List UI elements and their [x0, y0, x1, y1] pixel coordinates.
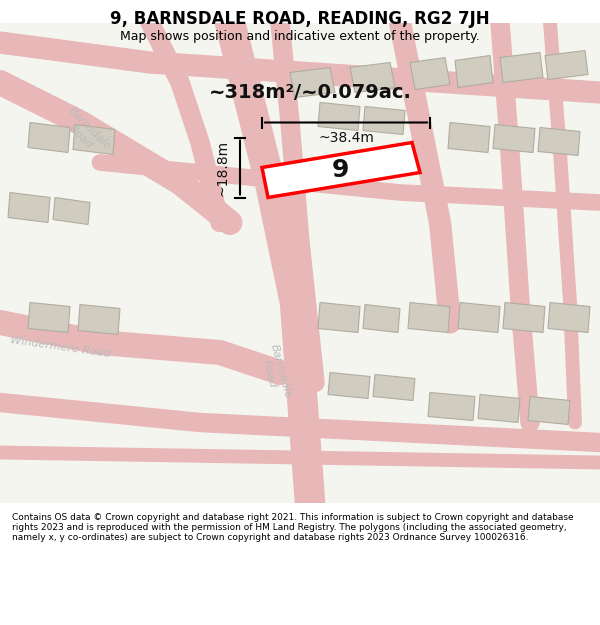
Polygon shape — [28, 122, 70, 152]
Polygon shape — [478, 394, 520, 422]
Text: Map shows position and indicative extent of the property.: Map shows position and indicative extent… — [120, 31, 480, 44]
Polygon shape — [53, 198, 90, 224]
Polygon shape — [410, 58, 450, 89]
Text: Windermere Road: Windermere Road — [9, 336, 111, 359]
Polygon shape — [28, 302, 70, 332]
Text: ~318m²/~0.079ac.: ~318m²/~0.079ac. — [209, 83, 412, 102]
Polygon shape — [8, 192, 50, 222]
Text: Barnsdale
Road: Barnsdale Road — [58, 105, 112, 160]
Polygon shape — [373, 374, 415, 401]
Text: 9: 9 — [332, 158, 349, 182]
Polygon shape — [548, 302, 590, 332]
Polygon shape — [458, 302, 500, 332]
Text: ~38.4m: ~38.4m — [318, 131, 374, 144]
Polygon shape — [363, 106, 405, 134]
Text: Contains OS data © Crown copyright and database right 2021. This information is : Contains OS data © Crown copyright and d… — [12, 512, 574, 542]
Polygon shape — [318, 302, 360, 332]
Polygon shape — [363, 304, 400, 332]
Polygon shape — [448, 122, 490, 152]
Polygon shape — [528, 396, 570, 424]
Polygon shape — [350, 62, 395, 92]
Text: Barnsdale
Road: Barnsdale Road — [257, 342, 293, 402]
Polygon shape — [328, 372, 370, 399]
Polygon shape — [318, 102, 360, 131]
Polygon shape — [500, 52, 543, 82]
Polygon shape — [78, 304, 120, 334]
Text: ~18.8m: ~18.8m — [215, 139, 229, 196]
Polygon shape — [455, 56, 493, 88]
Polygon shape — [538, 127, 580, 156]
Polygon shape — [73, 124, 115, 154]
Polygon shape — [493, 124, 535, 152]
Polygon shape — [428, 392, 475, 421]
Text: 9, BARNSDALE ROAD, READING, RG2 7JH: 9, BARNSDALE ROAD, READING, RG2 7JH — [110, 10, 490, 28]
Polygon shape — [503, 302, 545, 332]
Polygon shape — [545, 51, 588, 79]
Polygon shape — [408, 302, 450, 332]
Polygon shape — [290, 68, 335, 98]
Polygon shape — [262, 142, 420, 198]
